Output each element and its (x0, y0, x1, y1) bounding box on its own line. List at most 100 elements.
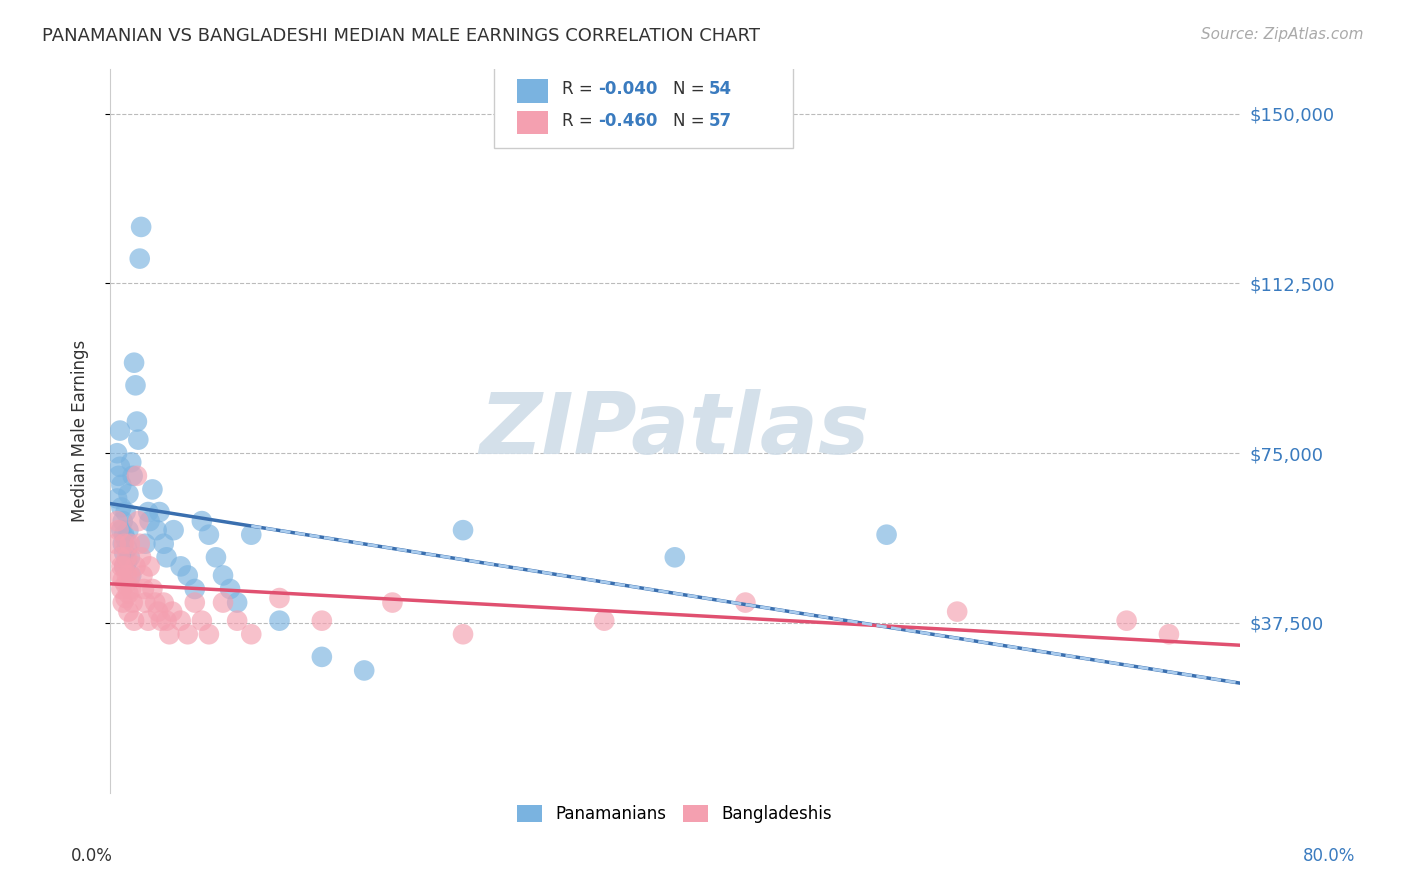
Point (112, 537, 135, 551)
Text: 57: 57 (709, 112, 731, 129)
Point (169, 559, 191, 574)
Point (108, 424, 131, 438)
Point (155, 550, 177, 565)
Point (120, 568, 142, 582)
Point (131, 568, 153, 582)
Point (311, 649, 333, 664)
Point (136, 505, 159, 519)
Point (111, 596, 134, 610)
Point (946, 605, 969, 619)
Point (105, 514, 128, 528)
Point (114, 505, 136, 519)
Point (110, 582, 132, 596)
Point (146, 605, 169, 619)
Text: 0.0%: 0.0% (70, 847, 112, 865)
Point (451, 523, 474, 537)
Point (269, 614, 291, 628)
Point (1115, 614, 1137, 628)
Point (127, 433, 149, 447)
Point (134, 537, 156, 551)
Point (112, 527, 135, 541)
Point (107, 523, 129, 537)
Point (240, 627, 263, 641)
Text: -0.040: -0.040 (598, 79, 658, 98)
Point (111, 537, 134, 551)
Point (149, 614, 172, 628)
Point (876, 527, 898, 541)
Point (240, 527, 263, 541)
Point (120, 582, 142, 596)
Point (148, 505, 170, 519)
Text: Source: ZipAtlas.com: Source: ZipAtlas.com (1201, 27, 1364, 42)
Point (138, 514, 160, 528)
Text: 54: 54 (709, 79, 731, 98)
Point (118, 537, 141, 551)
Point (184, 582, 207, 596)
Point (118, 550, 141, 565)
Point (198, 527, 221, 541)
Point (152, 537, 174, 551)
Point (212, 596, 235, 610)
Point (155, 614, 177, 628)
Point (122, 356, 145, 370)
Point (110, 523, 132, 537)
Point (129, 219, 152, 234)
Point (128, 537, 150, 551)
Point (104, 537, 127, 551)
Text: N =: N = (672, 79, 710, 98)
Point (111, 573, 134, 587)
Point (162, 523, 184, 537)
Point (112, 559, 135, 574)
Point (177, 568, 200, 582)
Point (226, 596, 249, 610)
Point (110, 500, 132, 515)
Point (353, 664, 375, 678)
Point (128, 252, 150, 266)
Point (160, 605, 183, 619)
Point (121, 468, 143, 483)
Point (191, 514, 214, 528)
Text: -0.460: -0.460 (598, 112, 658, 129)
Point (219, 582, 242, 596)
Text: R =: R = (562, 112, 598, 129)
Point (107, 468, 129, 483)
Text: ZIPatlas: ZIPatlas (479, 389, 870, 472)
Point (664, 550, 686, 565)
Point (122, 614, 145, 628)
Point (125, 415, 148, 429)
Point (226, 614, 249, 628)
Point (136, 614, 159, 628)
Point (117, 605, 139, 619)
Point (108, 459, 131, 474)
Point (115, 550, 138, 565)
Point (108, 568, 131, 582)
Point (593, 614, 616, 628)
Point (129, 550, 152, 565)
Point (114, 591, 136, 605)
Point (115, 568, 138, 582)
Point (110, 559, 132, 574)
Point (157, 627, 180, 641)
Point (127, 514, 149, 528)
Point (138, 559, 160, 574)
Point (184, 596, 207, 610)
Point (212, 568, 235, 582)
Point (108, 550, 131, 565)
Point (169, 614, 191, 628)
FancyBboxPatch shape (494, 65, 793, 148)
Point (124, 378, 146, 392)
Point (112, 559, 135, 574)
Point (152, 596, 174, 610)
Point (205, 550, 228, 565)
FancyBboxPatch shape (516, 111, 548, 134)
Point (105, 446, 128, 460)
Point (121, 596, 143, 610)
Point (734, 596, 756, 610)
Point (115, 555, 138, 569)
Point (141, 582, 163, 596)
Point (117, 523, 139, 537)
Point (177, 627, 200, 641)
Point (191, 614, 214, 628)
Point (125, 468, 148, 483)
Point (381, 596, 404, 610)
